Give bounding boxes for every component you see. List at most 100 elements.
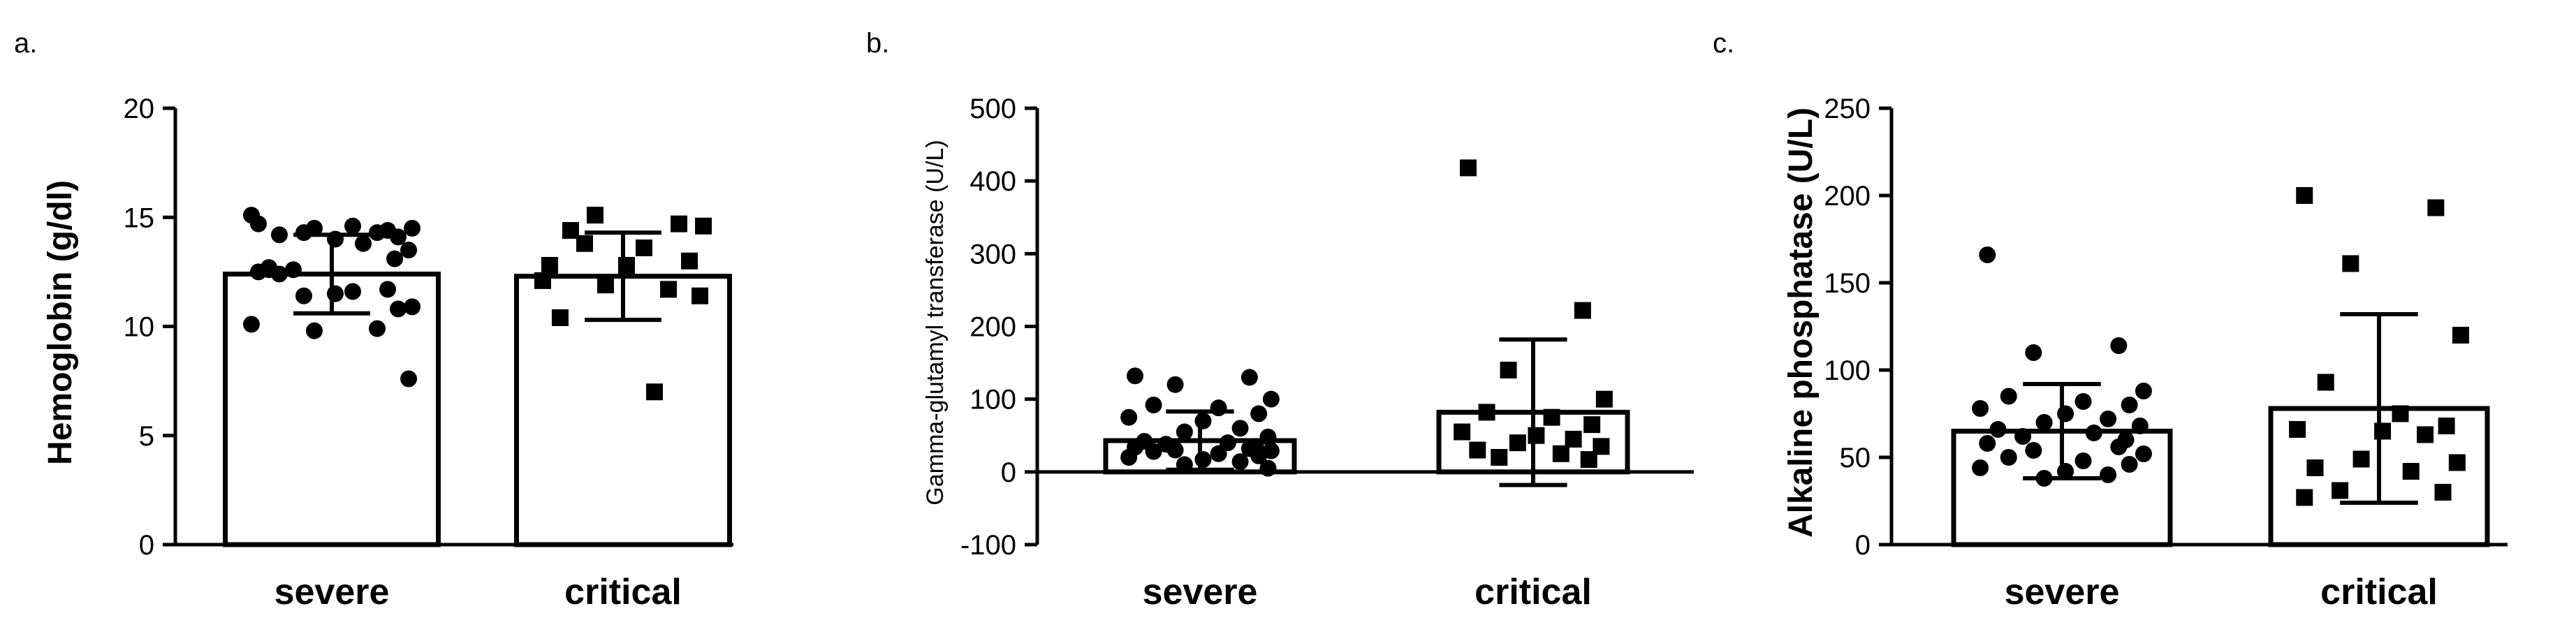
data-point-severe: [1259, 428, 1277, 445]
data-point-critical: [2438, 418, 2455, 434]
data-point-severe: [2085, 425, 2102, 441]
data-point-critical: [636, 239, 653, 256]
y-tick-label: 0: [1001, 457, 1016, 488]
data-point-critical: [2306, 459, 2324, 476]
panel-b-x-tick-label-severe: severe: [1143, 572, 1258, 612]
data-point-critical: [1460, 159, 1477, 177]
data-point-severe: [344, 283, 362, 300]
data-point-critical: [1478, 404, 1495, 421]
data-point-critical: [2402, 463, 2420, 480]
data-point-severe: [2110, 438, 2128, 455]
y-tick-label: 0: [1855, 530, 1871, 561]
data-point-critical: [681, 252, 698, 270]
y-tick-label: 100: [969, 385, 1016, 415]
data-point-critical: [646, 383, 664, 401]
data-point-critical: [1583, 416, 1601, 434]
data-point-severe: [1145, 443, 1162, 460]
data-point-severe: [2121, 397, 2138, 413]
data-point-severe: [1241, 369, 1258, 386]
data-point-severe: [390, 300, 407, 318]
data-point-severe: [1120, 449, 1138, 466]
y-tick-label: 200: [1824, 181, 1871, 212]
data-point-severe: [1989, 421, 2007, 438]
data-point-critical: [541, 257, 558, 274]
data-point-severe: [1127, 367, 1144, 385]
data-point-severe: [404, 219, 421, 237]
y-tick-label: -100: [960, 530, 1016, 561]
panel-a-label: a.: [14, 28, 37, 59]
data-point-severe: [386, 250, 404, 267]
y-tick-label: 150: [1824, 268, 1871, 299]
data-point-critical: [576, 235, 593, 252]
panel-a-plot: 0 5 10 15 20: [124, 94, 733, 561]
data-point-severe: [2074, 452, 2092, 469]
y-tick-label: 500: [969, 94, 1016, 124]
data-point-severe: [1262, 390, 1280, 408]
data-point-critical: [1528, 427, 1545, 444]
data-point-severe: [305, 219, 323, 237]
data-point-severe: [2025, 344, 2042, 361]
data-point-critical: [618, 257, 636, 274]
panel-c-x-tick-label-critical: critical: [2320, 572, 2438, 612]
y-tick-label: 0: [139, 530, 154, 561]
data-point-severe: [400, 370, 418, 388]
panel-b-y-axis-label: Gamma-glutamyl transferase (U/L): [922, 140, 949, 505]
data-point-severe: [2100, 411, 2117, 427]
y-tick-label: 400: [969, 166, 1016, 197]
data-point-severe: [1219, 434, 1236, 452]
data-point-severe: [344, 217, 362, 235]
data-point-severe: [1250, 447, 1268, 464]
bar-severe: [223, 272, 441, 547]
data-point-critical: [1500, 362, 1517, 378]
data-point-critical: [597, 277, 614, 294]
data-point-critical: [2448, 454, 2466, 471]
data-point-critical: [695, 217, 712, 235]
y-tick-label: 15: [124, 202, 155, 233]
data-point-severe: [2035, 414, 2053, 431]
data-point-critical: [2374, 422, 2392, 440]
data-point-critical: [1543, 408, 1560, 426]
data-point-critical: [1469, 441, 1486, 459]
data-point-severe: [2110, 337, 2128, 354]
data-point-severe: [2100, 466, 2117, 483]
data-point-severe: [1166, 376, 1184, 393]
data-point-critical: [1565, 430, 1582, 448]
panel-b-label: b.: [866, 28, 889, 59]
data-point-critical: [534, 272, 551, 289]
y-tick-label: 300: [969, 239, 1016, 270]
data-point-severe: [1979, 435, 1996, 452]
data-point-severe: [295, 287, 312, 304]
panel-b: b. Gamma-glutamyl transferase (U/L) seve…: [866, 28, 1592, 612]
data-point-severe: [2135, 445, 2152, 462]
data-point-critical: [1580, 451, 1597, 469]
data-point-severe: [390, 228, 407, 246]
data-point-severe: [242, 207, 260, 224]
y-tick-label: 200: [969, 312, 1016, 343]
data-point-severe: [400, 242, 418, 259]
data-point-severe: [260, 259, 277, 277]
panel-c-x-tick-label-severe: severe: [2005, 572, 2120, 612]
data-point-critical: [2296, 489, 2313, 506]
data-point-severe: [1210, 445, 1227, 462]
y-tick-label: 5: [139, 421, 154, 452]
data-point-severe: [404, 298, 421, 316]
data-point-severe: [1259, 459, 1277, 477]
panel-b-plot: -100 0 100 200 300 400 500: [960, 94, 1694, 561]
data-point-critical: [691, 287, 709, 304]
data-point-critical: [2434, 484, 2452, 501]
data-point-critical: [2352, 450, 2370, 468]
data-point-severe: [2000, 388, 2017, 405]
data-point-severe: [2121, 456, 2138, 473]
data-point-severe: [369, 224, 386, 242]
data-point-severe: [1176, 423, 1193, 441]
data-point-critical: [2392, 405, 2409, 422]
data-point-critical: [1552, 445, 1569, 462]
data-point-severe: [355, 235, 372, 252]
data-point-severe: [2000, 449, 2017, 466]
data-point-critical: [2296, 187, 2313, 204]
data-point-critical: [2427, 199, 2445, 216]
data-point-critical: [2417, 426, 2434, 443]
y-tick-label: 20: [124, 94, 155, 124]
data-point-severe: [1120, 408, 1138, 426]
data-point-severe: [2131, 418, 2149, 434]
